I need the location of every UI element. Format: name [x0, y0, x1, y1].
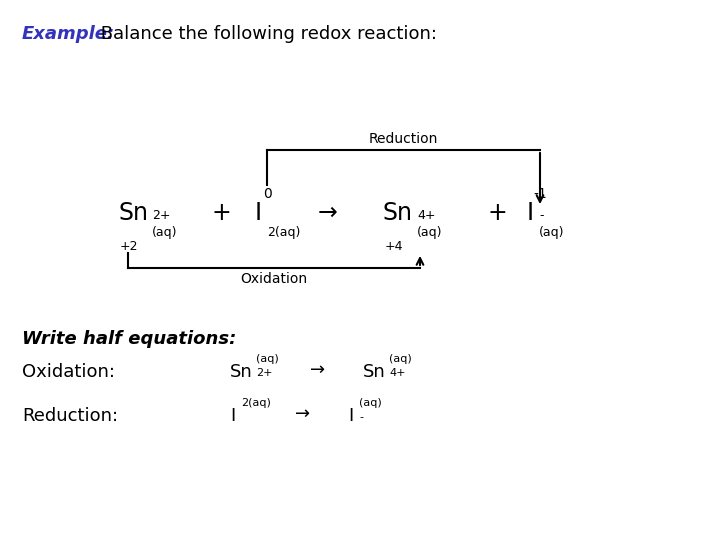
Text: Reduction:: Reduction:: [22, 407, 118, 425]
Text: I: I: [348, 407, 354, 425]
Text: -1: -1: [533, 187, 547, 201]
Text: +2: +2: [120, 240, 138, 253]
Text: I: I: [527, 201, 534, 225]
Text: Example:: Example:: [22, 25, 115, 43]
Text: +: +: [487, 201, 507, 225]
Text: 2(aq): 2(aq): [267, 226, 300, 239]
Text: Oxidation: Oxidation: [240, 272, 307, 286]
Text: Sn: Sn: [363, 363, 386, 381]
Text: 2+: 2+: [256, 368, 272, 378]
Text: Reduction: Reduction: [369, 132, 438, 146]
Text: Write half equations:: Write half equations:: [22, 330, 236, 348]
Text: →: →: [310, 361, 325, 379]
Text: →: →: [295, 405, 310, 423]
Text: 2(aq): 2(aq): [241, 398, 271, 408]
Text: -: -: [539, 209, 544, 222]
Text: +: +: [212, 201, 232, 225]
Text: (aq): (aq): [359, 398, 382, 408]
Text: -: -: [359, 412, 363, 422]
Text: Sn: Sn: [230, 363, 253, 381]
Text: +4: +4: [385, 240, 403, 253]
Text: 0: 0: [263, 187, 271, 201]
Text: 2+: 2+: [152, 209, 171, 222]
Text: (aq): (aq): [539, 226, 564, 239]
Text: I: I: [230, 407, 235, 425]
Text: (aq): (aq): [256, 354, 279, 364]
Text: I: I: [255, 201, 262, 225]
Text: 4+: 4+: [389, 368, 405, 378]
Text: Balance the following redox reaction:: Balance the following redox reaction:: [95, 25, 437, 43]
Text: 4+: 4+: [417, 209, 436, 222]
Text: Sn: Sn: [118, 201, 148, 225]
Text: →: →: [318, 201, 338, 225]
Text: (aq): (aq): [152, 226, 178, 239]
Text: (aq): (aq): [389, 354, 412, 364]
Text: (aq): (aq): [417, 226, 443, 239]
Text: Oxidation:: Oxidation:: [22, 363, 115, 381]
Text: Sn: Sn: [383, 201, 413, 225]
